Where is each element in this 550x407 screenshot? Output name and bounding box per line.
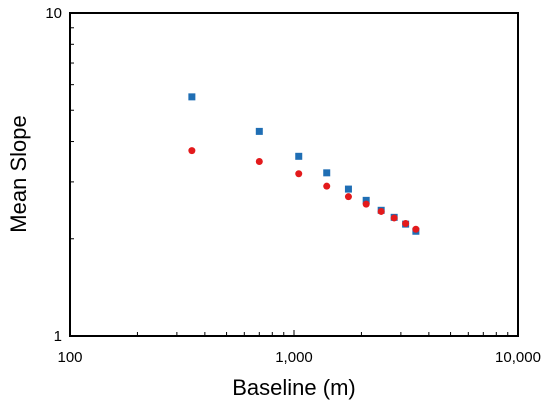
x-axis-title: Baseline (m) bbox=[232, 375, 355, 400]
data-point-square bbox=[362, 196, 370, 204]
data-point-square bbox=[255, 127, 263, 135]
x-tick-label: 10,000 bbox=[495, 349, 541, 366]
data-point-circle bbox=[188, 147, 196, 155]
data-point-circle bbox=[362, 200, 370, 208]
x-tick-label: 100 bbox=[57, 349, 82, 366]
data-point-square bbox=[188, 93, 196, 101]
axis-ticks: 100 1,000 10,000 1 10 bbox=[45, 5, 541, 366]
data-point-circle bbox=[390, 214, 398, 222]
y-tick-label: 10 bbox=[45, 5, 62, 22]
data-point-square bbox=[295, 152, 303, 160]
y-axis-title: Mean Slope bbox=[6, 115, 31, 232]
data-point-circle bbox=[402, 219, 410, 227]
data-point-circle bbox=[323, 182, 331, 190]
data-point-circle bbox=[295, 170, 303, 178]
y-tick-label: 1 bbox=[54, 328, 62, 345]
data-point-square bbox=[344, 185, 352, 193]
data-point-circle bbox=[344, 193, 352, 201]
plot-area bbox=[69, 12, 519, 337]
data-points bbox=[188, 93, 420, 235]
data-point-circle bbox=[255, 157, 263, 165]
data-point-square bbox=[323, 169, 331, 177]
x-tick-label: 1,000 bbox=[275, 349, 313, 366]
data-point-circle bbox=[377, 207, 385, 215]
data-point-circle bbox=[412, 225, 420, 233]
